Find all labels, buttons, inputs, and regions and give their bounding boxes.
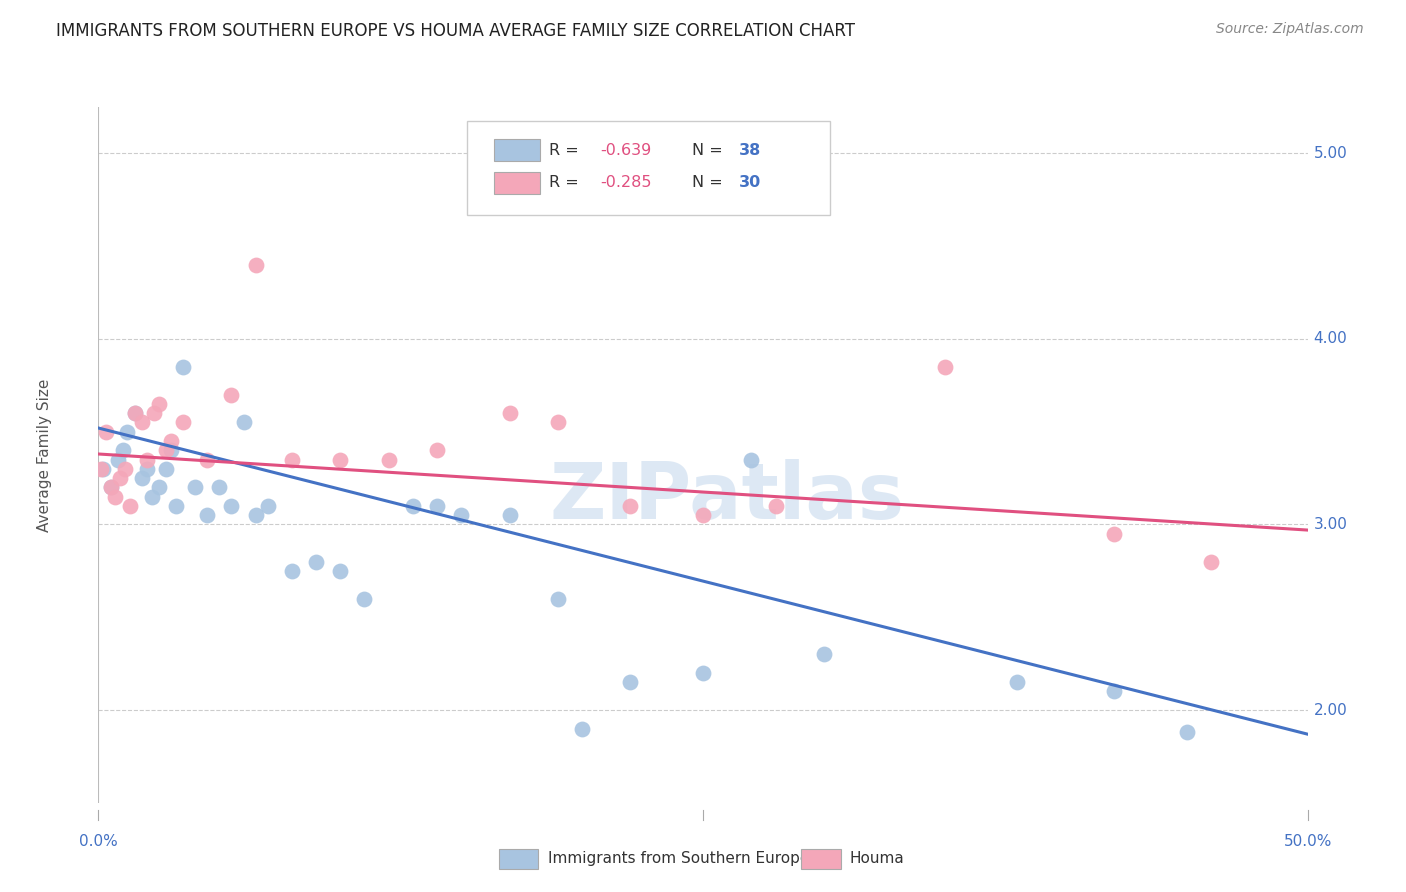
Point	[114, 462, 136, 476]
Point	[1175, 725, 1198, 739]
Point	[571, 722, 593, 736]
Point	[148, 480, 170, 494]
Point	[281, 452, 304, 467]
Text: Source: ZipAtlas.com: Source: ZipAtlas.com	[1216, 22, 1364, 37]
Point	[1102, 684, 1125, 698]
Point	[107, 452, 129, 467]
Point	[740, 452, 762, 467]
Point	[160, 434, 183, 448]
FancyBboxPatch shape	[494, 172, 540, 194]
Point	[245, 258, 267, 272]
Point	[221, 499, 243, 513]
Point	[208, 480, 231, 494]
Text: -0.285: -0.285	[600, 175, 652, 190]
Text: ZIPatlas: ZIPatlas	[550, 458, 904, 534]
Point	[172, 359, 194, 374]
Point	[160, 443, 183, 458]
Text: 30: 30	[740, 175, 762, 190]
Point	[108, 471, 131, 485]
Point	[155, 462, 177, 476]
Text: 50.0%: 50.0%	[1284, 834, 1331, 849]
Point	[1102, 526, 1125, 541]
Text: Immigrants from Southern Europe: Immigrants from Southern Europe	[548, 851, 810, 865]
Text: Houma: Houma	[849, 851, 904, 865]
Point	[547, 591, 569, 606]
Point	[195, 452, 218, 467]
Point	[498, 406, 520, 420]
Point	[245, 508, 267, 523]
Point	[256, 499, 278, 513]
Point	[111, 443, 134, 458]
FancyBboxPatch shape	[494, 139, 540, 161]
Point	[118, 499, 141, 513]
Point	[232, 416, 254, 430]
Text: R =: R =	[550, 175, 585, 190]
Point	[143, 406, 166, 420]
Point	[934, 359, 956, 374]
Point	[91, 462, 114, 476]
Point	[117, 425, 139, 439]
Point	[426, 499, 449, 513]
Point	[377, 452, 399, 467]
Point	[221, 387, 243, 401]
Point	[619, 499, 641, 513]
Point	[1007, 675, 1029, 690]
Point	[619, 675, 641, 690]
Point	[765, 499, 787, 513]
Point	[131, 471, 153, 485]
Point	[94, 425, 117, 439]
Point	[141, 490, 163, 504]
Text: N =: N =	[692, 143, 728, 158]
Text: -0.639: -0.639	[600, 143, 651, 158]
Point	[100, 480, 122, 494]
FancyBboxPatch shape	[467, 121, 830, 215]
Text: 5.00: 5.00	[1313, 146, 1347, 161]
Point	[426, 443, 449, 458]
Point	[135, 462, 157, 476]
Point	[165, 499, 187, 513]
Point	[692, 665, 714, 680]
Text: N =: N =	[692, 175, 728, 190]
Point	[329, 564, 352, 578]
Point	[155, 443, 177, 458]
Point	[184, 480, 207, 494]
Point	[131, 416, 153, 430]
Point	[172, 416, 194, 430]
Point	[124, 406, 146, 420]
Point	[104, 490, 127, 504]
Text: 0.0%: 0.0%	[79, 834, 118, 849]
Point	[1199, 555, 1222, 569]
Point	[135, 452, 157, 467]
Text: R =: R =	[550, 143, 585, 158]
Point	[148, 397, 170, 411]
Point	[547, 416, 569, 430]
Point	[100, 480, 122, 494]
Point	[329, 452, 352, 467]
Point	[90, 462, 112, 476]
Point	[692, 508, 714, 523]
Text: 2.00: 2.00	[1313, 703, 1347, 717]
Point	[124, 406, 146, 420]
Text: 3.00: 3.00	[1313, 517, 1347, 532]
Text: 38: 38	[740, 143, 762, 158]
Text: 4.00: 4.00	[1313, 332, 1347, 346]
Point	[813, 648, 835, 662]
Point	[498, 508, 520, 523]
Point	[305, 555, 328, 569]
Point	[195, 508, 218, 523]
Point	[402, 499, 425, 513]
Text: IMMIGRANTS FROM SOUTHERN EUROPE VS HOUMA AVERAGE FAMILY SIZE CORRELATION CHART: IMMIGRANTS FROM SOUTHERN EUROPE VS HOUMA…	[56, 22, 855, 40]
Point	[353, 591, 375, 606]
Text: Average Family Size: Average Family Size	[37, 378, 52, 532]
Point	[450, 508, 472, 523]
Point	[281, 564, 304, 578]
